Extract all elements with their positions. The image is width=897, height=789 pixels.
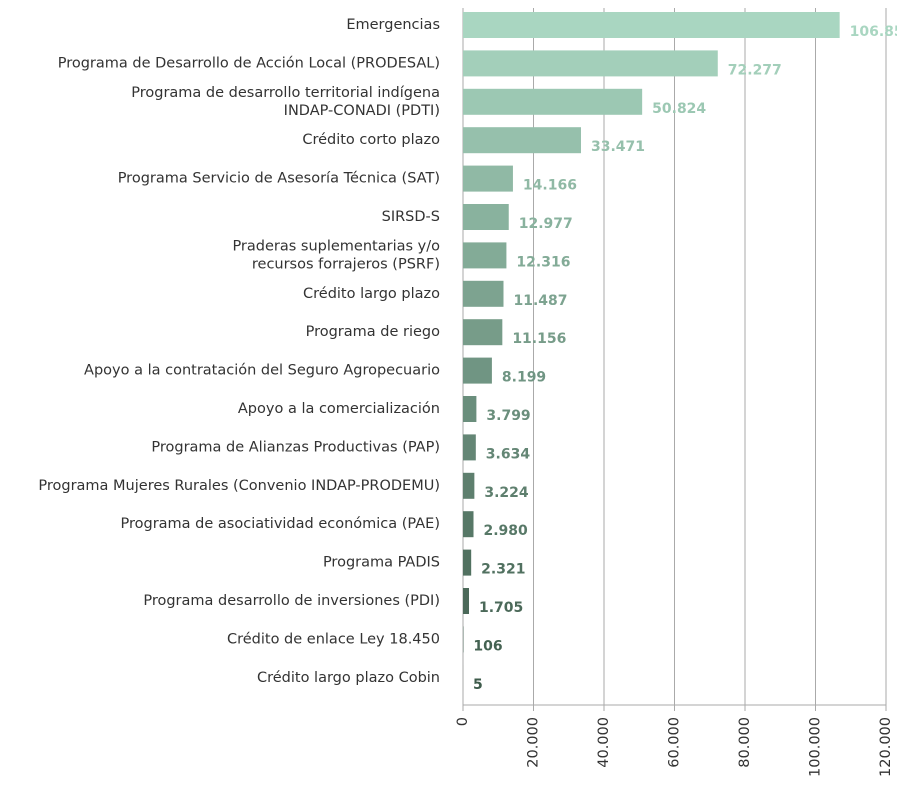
value-label: 12.977 [519,216,573,232]
value-label: 3.634 [486,446,531,462]
value-label: 2.980 [484,523,529,539]
y-tick-label: Crédito de enlace Ley 18.450 [227,631,440,647]
bar [463,434,476,461]
y-tick-label: Programa desarrollo de inversiones (PDI) [143,593,440,609]
value-label: 2.321 [481,562,525,578]
bar [463,88,643,115]
bar [463,165,513,192]
bar [463,12,840,38]
bar [463,319,503,346]
value-label: 33.471 [591,139,645,155]
value-label: 12.316 [516,254,570,270]
bar [463,472,475,499]
value-label: 1.705 [479,600,523,616]
bar [463,549,472,576]
bar [463,242,507,269]
y-tick-label: Crédito largo plazo Cobin [257,670,440,686]
x-tick-label: 60.000 [667,717,683,768]
y-tick-label: Programa de Desarrollo de Acción Local (… [58,55,440,71]
value-label: 50.824 [652,101,706,117]
value-label: 3.799 [486,408,530,424]
y-tick-label: Apoyo a la contratación del Seguro Agrop… [84,363,440,379]
value-label: 14.166 [523,178,577,194]
y-tick-label: Apoyo a la comercialización [238,401,440,417]
y-tick-label: Programa de riego [306,324,441,340]
bar [463,396,477,422]
y-tick-label: Crédito largo plazo [303,286,440,302]
value-label: 106 [473,638,502,654]
value-label: 5 [473,677,483,693]
bar [463,357,492,384]
x-tick-label: 0 [455,717,471,726]
y-tick-label: Programa PADIS [323,555,440,571]
y-tick-label: Emergencias [346,17,440,33]
value-label: 106.851 [850,24,897,40]
value-label: 3.224 [484,485,529,501]
y-tick-label: Programa Servicio de Asesoría Técnica (S… [118,171,440,187]
y-tick-label: Crédito corto plazo [302,132,440,148]
bar [463,588,470,614]
bar [463,511,474,538]
x-tick-label: 120.000 [878,717,894,777]
y-tick-label: Programa de asociatividad económica (PAE… [121,516,441,532]
y-tick-label: Programa de desarrollo territorial indíg… [131,85,440,119]
y-tick-label: Programa Mujeres Rurales (Convenio INDAP… [38,478,440,494]
bar [463,127,581,154]
value-label: 11.487 [513,293,567,309]
bar [463,50,718,77]
value-label: 11.156 [512,331,566,347]
x-tick-label: 100.000 [808,717,824,777]
bar [463,204,509,230]
value-label: 72.277 [728,62,782,78]
y-tick-label: SIRSD-S [382,209,440,225]
x-tick-label: 80.000 [737,717,753,768]
y-tick-label: Praderas suplementarias y/o recursos forr… [232,238,440,272]
value-label: 8.199 [502,370,546,386]
bar [463,280,504,307]
y-tick-label: Programa de Alianzas Productivas (PAP) [151,439,440,455]
x-tick-label: 20.000 [526,717,542,768]
x-tick-label: 40.000 [596,717,612,768]
